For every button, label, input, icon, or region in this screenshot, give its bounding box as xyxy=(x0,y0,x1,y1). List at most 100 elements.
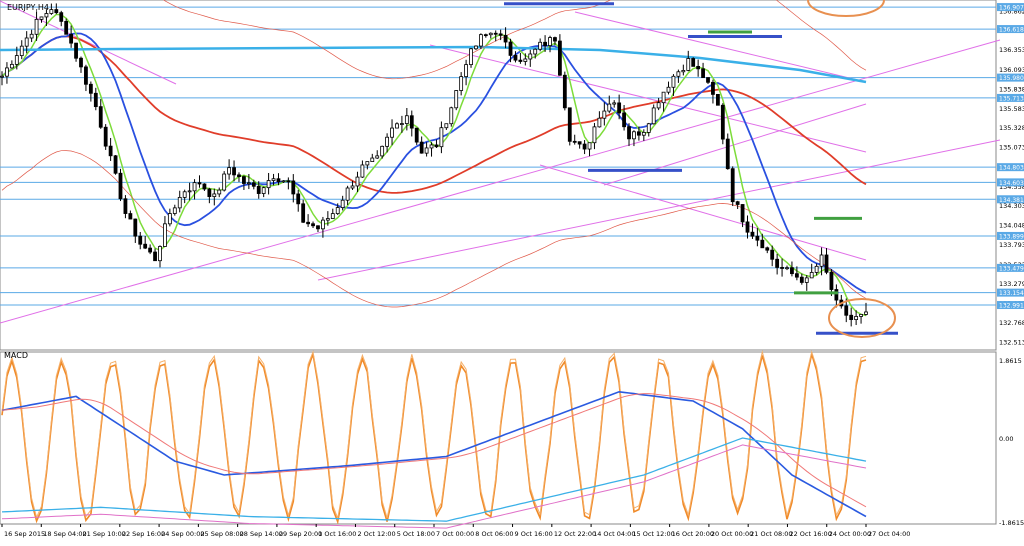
candle-body xyxy=(641,132,646,136)
candle-body xyxy=(538,41,543,50)
candle-body xyxy=(597,117,602,128)
candle-body xyxy=(143,243,148,249)
macd-histogram-line xyxy=(1,437,867,522)
candle-body xyxy=(281,180,286,183)
candle-body xyxy=(834,289,839,301)
candle-body xyxy=(79,57,83,68)
time-tick-label: 14 Oct 04:00 xyxy=(593,530,635,538)
candle-body xyxy=(809,272,814,279)
candle-body xyxy=(29,33,34,39)
candle-body xyxy=(444,123,449,129)
candle-body xyxy=(602,110,607,119)
candle-body xyxy=(740,204,745,223)
macd-line xyxy=(1,390,867,518)
candle-body xyxy=(158,246,162,262)
trendline-3 xyxy=(539,164,867,261)
candle-body xyxy=(553,37,557,42)
price-tick-label: 136.353 xyxy=(999,46,1024,54)
candle-body xyxy=(562,74,567,109)
time-tick-label: 16 Sep 2015 xyxy=(4,530,45,538)
candle-body xyxy=(632,131,636,140)
candle-body xyxy=(666,86,671,93)
candle-body xyxy=(794,273,799,278)
price-tick-label: 133.279 xyxy=(999,280,1024,288)
candle-body xyxy=(207,188,212,197)
candle-body xyxy=(118,172,123,200)
band-lower-line xyxy=(1,150,867,308)
time-tick-label: 15 Oct 12:00 xyxy=(632,530,674,538)
candle-body xyxy=(799,276,804,283)
candle-body xyxy=(390,127,394,138)
candle-body xyxy=(187,190,192,193)
candle-body xyxy=(449,107,454,125)
candle-body xyxy=(108,145,113,157)
candle-body xyxy=(523,58,528,62)
candle-body xyxy=(380,145,385,157)
candle-body xyxy=(98,106,103,128)
candle-body xyxy=(316,225,320,230)
time-tick-label: 24 Oct 00:00 xyxy=(829,530,871,538)
candle-body xyxy=(59,12,64,22)
price-tick-label: 132.768 xyxy=(999,319,1024,327)
candle-body xyxy=(153,251,157,262)
candle-body xyxy=(39,16,44,20)
candle-body xyxy=(760,239,765,249)
candle-body xyxy=(69,33,74,44)
time-tick-label: 16 Oct 20:00 xyxy=(672,530,714,538)
candle-body xyxy=(646,123,651,133)
candle-body xyxy=(167,213,172,225)
price-tag-bg xyxy=(997,231,1024,240)
candle-body xyxy=(375,155,380,159)
price-tag-bg xyxy=(997,3,1024,12)
candle-body xyxy=(814,265,819,273)
candle-body xyxy=(567,107,572,142)
macd-signal-line xyxy=(1,393,867,508)
candle-body xyxy=(587,142,592,150)
candle-body xyxy=(755,235,760,241)
candle-body xyxy=(656,102,661,109)
candle-body xyxy=(335,207,340,214)
time-tick-label: 22 Sep 16:00 xyxy=(122,530,165,538)
price-tag-label: 132.991 xyxy=(999,303,1024,310)
candle-body xyxy=(404,115,409,124)
time-tick-label: 21 Oct 08:00 xyxy=(750,530,792,538)
candle-body xyxy=(266,180,271,189)
trendline-0 xyxy=(0,0,177,85)
time-tick-label: 21 Sep 10:00 xyxy=(83,530,126,538)
price-tick-label: 133.793 xyxy=(999,241,1024,249)
price-tag-bg xyxy=(997,73,1024,82)
candle-body xyxy=(474,45,478,50)
macd-tick-label: -1.8615 xyxy=(999,519,1024,527)
price-tag-label: 136.618 xyxy=(999,27,1024,34)
candle-body xyxy=(271,178,276,181)
price-tick-label: 135.073 xyxy=(999,144,1024,152)
candle-body xyxy=(192,182,197,192)
trendline-2 xyxy=(317,139,1001,281)
price-tag-bg xyxy=(997,25,1024,34)
candle-body xyxy=(750,231,755,237)
time-tick-label: 9 Oct 16:00 xyxy=(515,530,553,538)
time-tick-label: 27 Oct 04:00 xyxy=(868,530,910,538)
stochastic-signal-line xyxy=(1,350,867,520)
ma-mid-line xyxy=(1,32,867,294)
candle-body xyxy=(785,267,789,270)
price-tag-bg xyxy=(997,93,1024,102)
candle-body xyxy=(607,103,612,112)
time-tick-label: 12 Oct 22:00 xyxy=(554,530,596,538)
moving-averages xyxy=(0,0,867,317)
candle-body xyxy=(691,58,696,67)
candle-body xyxy=(503,34,508,43)
candle-body xyxy=(217,189,222,195)
candle-body xyxy=(582,143,587,150)
candle-body xyxy=(103,126,108,147)
candle-body xyxy=(256,185,261,194)
candle-body xyxy=(469,48,473,66)
candle-body xyxy=(518,59,523,62)
candle-body xyxy=(464,64,468,78)
candle-body xyxy=(622,112,626,128)
candle-body xyxy=(439,127,444,148)
candle-body xyxy=(434,144,439,148)
candle-body xyxy=(864,311,868,315)
